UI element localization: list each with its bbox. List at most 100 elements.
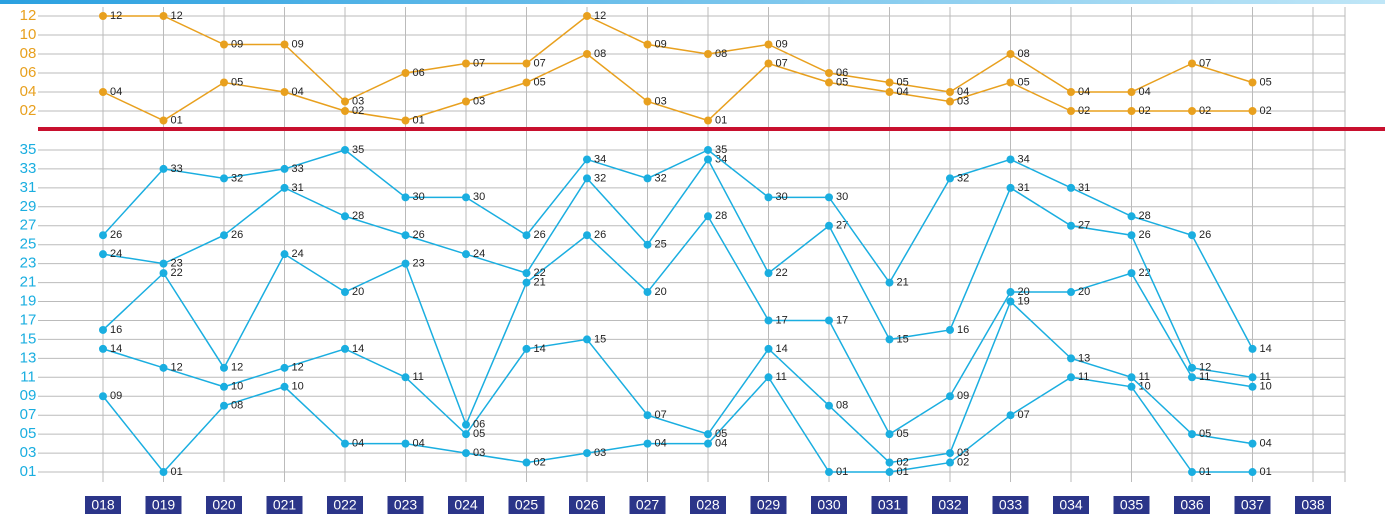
point (522, 458, 531, 467)
point (764, 344, 773, 353)
x-tick-label: 029 (757, 497, 781, 513)
data-label: 06 (836, 67, 848, 79)
point (401, 259, 410, 268)
point (522, 278, 531, 287)
point (159, 468, 168, 477)
point (341, 97, 349, 106)
data-label: 24 (473, 248, 485, 260)
point (1127, 231, 1136, 240)
x-label-box (1295, 496, 1331, 514)
point (401, 193, 410, 202)
data-label: 33 (292, 163, 304, 175)
point (522, 269, 531, 278)
point (643, 411, 652, 420)
point (220, 231, 228, 240)
data-label: 30 (776, 191, 788, 203)
point (1248, 107, 1257, 115)
y-tick-label: 15 (20, 330, 37, 347)
point (462, 250, 470, 259)
data-label: 07 (776, 57, 788, 69)
point (885, 78, 894, 87)
point (280, 382, 289, 391)
point (99, 88, 107, 96)
point (1067, 354, 1075, 363)
data-label: 02 (1078, 105, 1090, 117)
data-label: 30 (473, 191, 485, 203)
point (462, 97, 470, 106)
point (1067, 183, 1075, 192)
point (825, 401, 833, 410)
point (704, 439, 712, 448)
point (825, 316, 833, 325)
point (1006, 50, 1015, 58)
point (946, 458, 954, 467)
point (704, 430, 712, 439)
point (220, 401, 228, 410)
data-label: 05 (715, 428, 727, 440)
x-tick-label: 020 (212, 497, 236, 513)
point (1067, 221, 1075, 230)
data-label: 14 (776, 343, 788, 355)
data-label: 02 (1260, 105, 1272, 117)
data-label: 16 (957, 324, 969, 336)
data-label: 28 (1139, 210, 1151, 222)
point (159, 363, 168, 372)
data-label: 03 (473, 447, 485, 459)
point (1006, 411, 1015, 420)
x-label-box (569, 496, 605, 514)
point (159, 164, 168, 173)
data-label: 03 (352, 95, 364, 107)
x-tick-label: 032 (938, 497, 962, 513)
x-label-box (145, 496, 182, 514)
data-label: 17 (776, 314, 788, 326)
x-tick-label: 031 (878, 497, 902, 513)
y-tick-label: 27 (20, 217, 37, 234)
point (522, 59, 531, 68)
data-label: 20 (1078, 286, 1090, 298)
point (583, 50, 591, 58)
data-label: 23 (413, 258, 425, 270)
point (220, 382, 228, 391)
data-label: 12 (110, 10, 122, 22)
x-label-box (206, 496, 242, 514)
point (1188, 59, 1196, 68)
data-label: 03 (473, 95, 485, 107)
point (946, 88, 954, 96)
data-label: 09 (776, 38, 788, 50)
grid (38, 7, 1346, 482)
data-label: 01 (171, 114, 183, 126)
point (159, 269, 168, 278)
data-label: 03 (594, 447, 606, 459)
data-label: 05 (1018, 76, 1030, 88)
data-label: 04 (897, 86, 909, 98)
data-label: 01 (715, 114, 727, 126)
data-label: 15 (897, 333, 909, 345)
point (462, 430, 470, 439)
point (885, 458, 894, 467)
point (341, 145, 349, 154)
data-label: 05 (836, 76, 848, 88)
x-label-box (266, 496, 303, 514)
data-label: 34 (594, 153, 606, 165)
x-label-box (1174, 496, 1210, 514)
data-label: 07 (473, 57, 485, 69)
x-tick-label: 037 (1241, 497, 1265, 513)
x-label-box (448, 496, 484, 514)
point (1127, 88, 1136, 96)
data-label: 11 (776, 371, 787, 383)
x-tick-label: 033 (999, 497, 1023, 513)
point (341, 288, 349, 297)
point (704, 212, 712, 221)
point (280, 164, 289, 173)
data-label: 11 (1078, 371, 1089, 383)
data-label: 04 (1139, 86, 1151, 98)
data-label: 03 (655, 95, 667, 107)
data-label: 01 (897, 466, 909, 478)
data-label: 21 (534, 276, 546, 288)
x-tick-label: 038 (1301, 497, 1325, 513)
point (99, 250, 107, 259)
point (583, 155, 591, 164)
data-label: 04 (957, 86, 969, 98)
data-label: 03 (957, 447, 969, 459)
x-label-box (1234, 496, 1271, 514)
